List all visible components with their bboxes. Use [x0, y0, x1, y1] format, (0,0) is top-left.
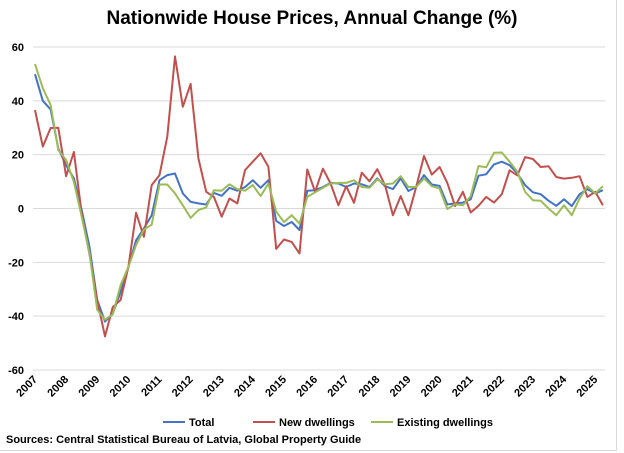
chart-source: Sources: Central Statistical Bureau of L… — [6, 434, 362, 446]
series-line-new-dwellings — [34, 55, 604, 338]
x-tick-label: 2025 — [574, 374, 600, 400]
x-tick-label: 2007 — [14, 374, 40, 400]
x-tick-label: 2024 — [543, 373, 569, 399]
series-line-existing-dwellings — [34, 63, 604, 321]
x-tick-label: 2020 — [419, 374, 445, 400]
x-tick-label: 2018 — [357, 374, 383, 400]
y-tick-label: 20 — [12, 150, 24, 162]
x-tick-label: 2019 — [388, 374, 414, 400]
x-tick-label: 2010 — [108, 374, 134, 400]
y-tick-label: -60 — [8, 365, 24, 377]
y-tick-label: 0 — [18, 204, 24, 216]
x-tick-label: 2017 — [326, 374, 352, 400]
x-tick-label: 2022 — [481, 374, 507, 400]
y-tick-label: 40 — [12, 96, 24, 108]
legend-label: Existing dwellings — [397, 417, 493, 429]
x-tick-label: 2015 — [263, 374, 289, 400]
x-tick-label: 2023 — [512, 374, 538, 400]
x-tick-label: 2013 — [201, 374, 227, 400]
legend-label: Total — [189, 417, 214, 429]
x-tick-label: 2008 — [45, 374, 71, 400]
x-tick-label: 2021 — [450, 374, 476, 400]
y-tick-label: 60 — [12, 42, 24, 54]
x-tick-label: 2011 — [139, 374, 164, 399]
y-tick-label: -20 — [8, 257, 24, 269]
chart-title: Nationwide House Prices, Annual Change (… — [106, 8, 518, 29]
x-tick-label: 2014 — [232, 373, 258, 399]
x-tick-label: 2012 — [170, 374, 196, 400]
x-tick-label: 2009 — [77, 374, 103, 400]
x-tick-label: 2016 — [294, 374, 320, 400]
y-tick-label: -40 — [8, 311, 24, 323]
legend-label: New dwellings — [279, 417, 355, 429]
